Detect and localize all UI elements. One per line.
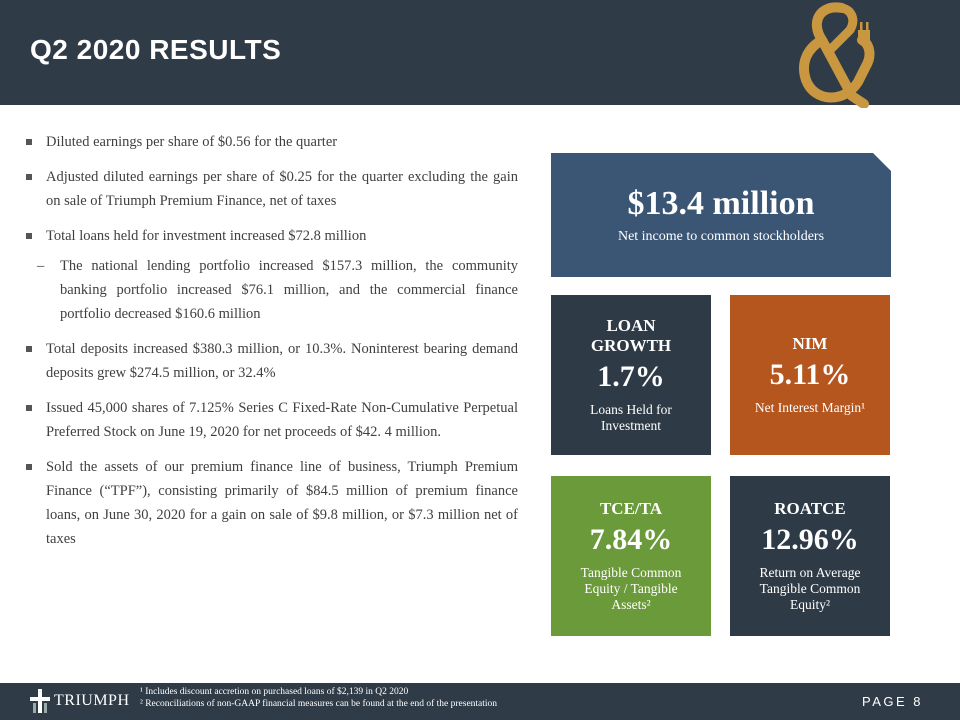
bullet: Total loans held for investment increase… xyxy=(24,224,518,326)
sub-bullet: The national lending portfolio increased… xyxy=(24,254,518,326)
bullet-list: Diluted earnings per share of $0.56 for … xyxy=(24,130,518,562)
bullet: Diluted earnings per share of $0.56 for … xyxy=(24,130,518,154)
tile-heading: LOAN GROWTH xyxy=(590,316,672,355)
ampersand-logo xyxy=(799,2,875,108)
triumph-logo-text: TRIUMPH xyxy=(54,692,130,709)
bullet-text: Adjusted diluted earnings per share of $… xyxy=(46,169,518,209)
bullet-text: Sold the assets of our premium finance l… xyxy=(46,459,518,547)
highlight-value: $13.4 million xyxy=(627,185,815,222)
kpi-tile: LOAN GROWTH 1.7% Loans Held for Investment xyxy=(551,295,711,455)
bullet: Sold the assets of our premium finance l… xyxy=(24,455,518,551)
triumph-icon xyxy=(30,689,50,713)
tile-label: Tangible Common Equity / Tangible Assets… xyxy=(580,565,682,612)
bullet-text: Issued 45,000 shares of 7.125% Series C … xyxy=(46,400,518,440)
bullet-text: Diluted earnings per share of $0.56 for … xyxy=(46,134,338,150)
tile-value: 12.96% xyxy=(761,523,859,556)
slide-title: Q2 2020 RESULTS xyxy=(30,34,282,65)
tile-label: Loans Held for Investment xyxy=(590,402,672,433)
page-label: PAGE xyxy=(862,694,908,709)
footnote: ² Reconciliations of non-GAAP financial … xyxy=(140,699,498,709)
tile-heading: NIM xyxy=(792,334,828,353)
tile-value: 1.7% xyxy=(597,360,665,393)
highlight-box: $13.4 million Net income to common stock… xyxy=(551,153,891,277)
tile-label: Net Interest Margin¹ xyxy=(754,400,866,415)
kpi-tile: TCE/TA 7.84% Tangible Common Equity / Tang… xyxy=(551,476,711,636)
bullet-text: Total loans held for investment increase… xyxy=(46,228,367,244)
header-bar xyxy=(0,0,960,105)
tile-label: Return on Average Tangible Common Equity… xyxy=(759,565,861,612)
page-num: 8 xyxy=(913,694,924,709)
tile-value: 5.11% xyxy=(769,358,851,391)
kpi-tile: NIM 5.11% Net Interest Margin¹ xyxy=(730,295,890,455)
highlight-label: Net income to common stockholders xyxy=(617,229,825,244)
tile-value: 7.84% xyxy=(589,523,673,556)
page-number: PAGE 8 xyxy=(862,694,923,709)
tile-heading: ROATCE xyxy=(774,499,846,518)
kpi-tile: ROATCE 12.96% Return on Average Tangible C… xyxy=(730,476,890,636)
bullet: Adjusted diluted earnings per share of $… xyxy=(24,165,518,213)
tile-heading: TCE/TA xyxy=(599,499,663,518)
footer-bar xyxy=(0,683,960,720)
bullet: Total deposits increased $380.3 million,… xyxy=(24,337,518,385)
footnotes: ¹ Includes discount accretion on purchas… xyxy=(140,686,497,710)
footnote: ¹ Includes discount accretion on purchas… xyxy=(140,687,409,697)
bullet: Issued 45,000 shares of 7.125% Series C … xyxy=(24,396,518,444)
bullet-text: Total deposits increased $380.3 million,… xyxy=(46,341,518,381)
